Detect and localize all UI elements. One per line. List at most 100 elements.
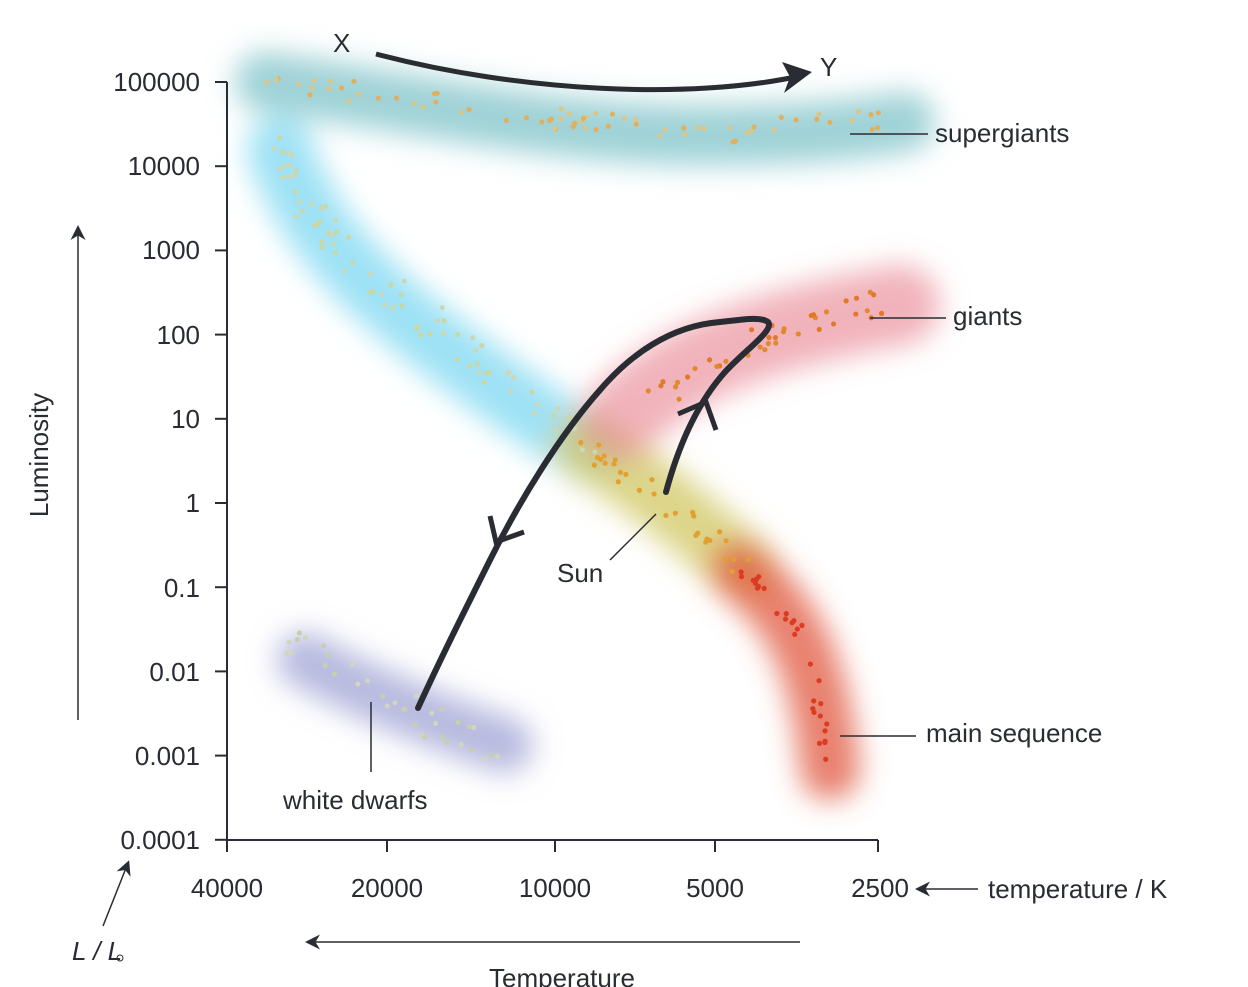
- star-dot: [458, 109, 465, 115]
- star-dot: [327, 78, 334, 85]
- star-dot: [433, 99, 439, 105]
- star-dot: [439, 304, 445, 311]
- star-dot: [286, 639, 292, 645]
- star-dot: [830, 321, 837, 327]
- star-dot: [280, 149, 286, 155]
- star-dot: [602, 460, 608, 466]
- star-dot: [707, 537, 713, 544]
- supergiants-label: supergiants: [935, 118, 1069, 148]
- star-dot: [612, 457, 618, 463]
- star-dot: [695, 125, 701, 131]
- star-dot: [732, 138, 739, 144]
- star-dot: [864, 308, 870, 314]
- star-dot: [636, 487, 643, 493]
- star-dot: [723, 358, 729, 364]
- star-dot: [302, 635, 309, 641]
- star-dot: [277, 135, 283, 141]
- star-dot: [729, 568, 735, 574]
- star-dot: [691, 513, 697, 519]
- star-dot: [355, 91, 362, 97]
- y-tick-label: 10000: [128, 151, 200, 181]
- star-dot: [778, 114, 784, 121]
- star-dot: [723, 538, 729, 544]
- star-dot: [441, 330, 447, 336]
- star-dot: [291, 173, 297, 179]
- star-dot: [566, 415, 572, 421]
- star-dot: [294, 636, 300, 643]
- star-dot: [351, 78, 357, 84]
- star-dot: [466, 363, 473, 369]
- star-dot: [750, 577, 756, 583]
- track-arrowhead-down-icon: [487, 515, 525, 546]
- star-dot: [676, 396, 682, 402]
- star-dot: [843, 298, 849, 304]
- star-dot: [555, 406, 561, 412]
- star-dot: [816, 740, 823, 746]
- star-dot: [288, 650, 295, 656]
- star-dot: [748, 128, 755, 134]
- star-dot: [593, 127, 599, 133]
- star-dot: [791, 618, 797, 624]
- star-dot: [338, 85, 344, 91]
- star-dot: [413, 693, 420, 699]
- sun-evolution-track: [415, 315, 773, 711]
- star-dot: [849, 118, 855, 124]
- star-dot: [506, 369, 512, 375]
- star-dot: [307, 92, 313, 98]
- white-dwarfs-band: [277, 632, 533, 773]
- star-dot: [422, 734, 428, 740]
- star-dot: [598, 456, 604, 463]
- star-dot: [558, 106, 564, 112]
- star-dot: [287, 162, 293, 168]
- star-dot: [816, 111, 822, 117]
- star-dot: [745, 556, 751, 563]
- star-dot: [824, 721, 830, 727]
- star-dot: [481, 379, 488, 385]
- star-dot: [657, 133, 663, 139]
- track-arrowhead-up-icon: [677, 398, 719, 431]
- hot-main-sequence-band: [247, 117, 623, 483]
- star-dot: [580, 115, 587, 122]
- star-dot: [300, 208, 306, 214]
- x-axis-label: Temperature: [489, 963, 635, 987]
- star-dot: [738, 574, 745, 580]
- main-sequence-label: main sequence: [926, 718, 1102, 748]
- star-dot: [311, 77, 317, 84]
- star-dot: [578, 439, 584, 446]
- star-dot: [531, 410, 537, 416]
- star-dot: [319, 244, 325, 250]
- star-dot: [333, 250, 339, 256]
- star-dot: [346, 234, 352, 240]
- star-dot: [444, 739, 450, 746]
- star-dot: [454, 357, 460, 363]
- star-dot: [692, 365, 698, 372]
- star-dot: [319, 239, 325, 245]
- star-dot: [572, 120, 578, 126]
- star-dot: [781, 326, 787, 332]
- star-dot: [292, 189, 298, 195]
- star-dot: [330, 241, 336, 247]
- star-dot: [293, 168, 299, 174]
- star-dot: [296, 199, 302, 205]
- star-dot: [466, 106, 472, 113]
- star-dot: [418, 332, 424, 338]
- star-dot: [773, 340, 779, 346]
- star-dot: [382, 302, 388, 308]
- x-tick-label: 40000: [191, 873, 263, 903]
- star-dot: [762, 347, 768, 353]
- star-dot: [474, 361, 480, 367]
- star-dot: [342, 268, 348, 274]
- star-dot: [868, 112, 874, 118]
- giants-label: giants: [953, 301, 1022, 331]
- star-dot: [817, 713, 823, 719]
- x-tick-label: 20000: [351, 873, 423, 903]
- star-dot: [605, 123, 611, 129]
- star-dot: [609, 111, 616, 117]
- star-dot: [782, 616, 789, 622]
- star-dot: [355, 681, 361, 687]
- star-dot: [320, 205, 326, 212]
- star-dot: [455, 332, 461, 338]
- star-dot: [471, 724, 477, 730]
- star-dot: [434, 90, 440, 96]
